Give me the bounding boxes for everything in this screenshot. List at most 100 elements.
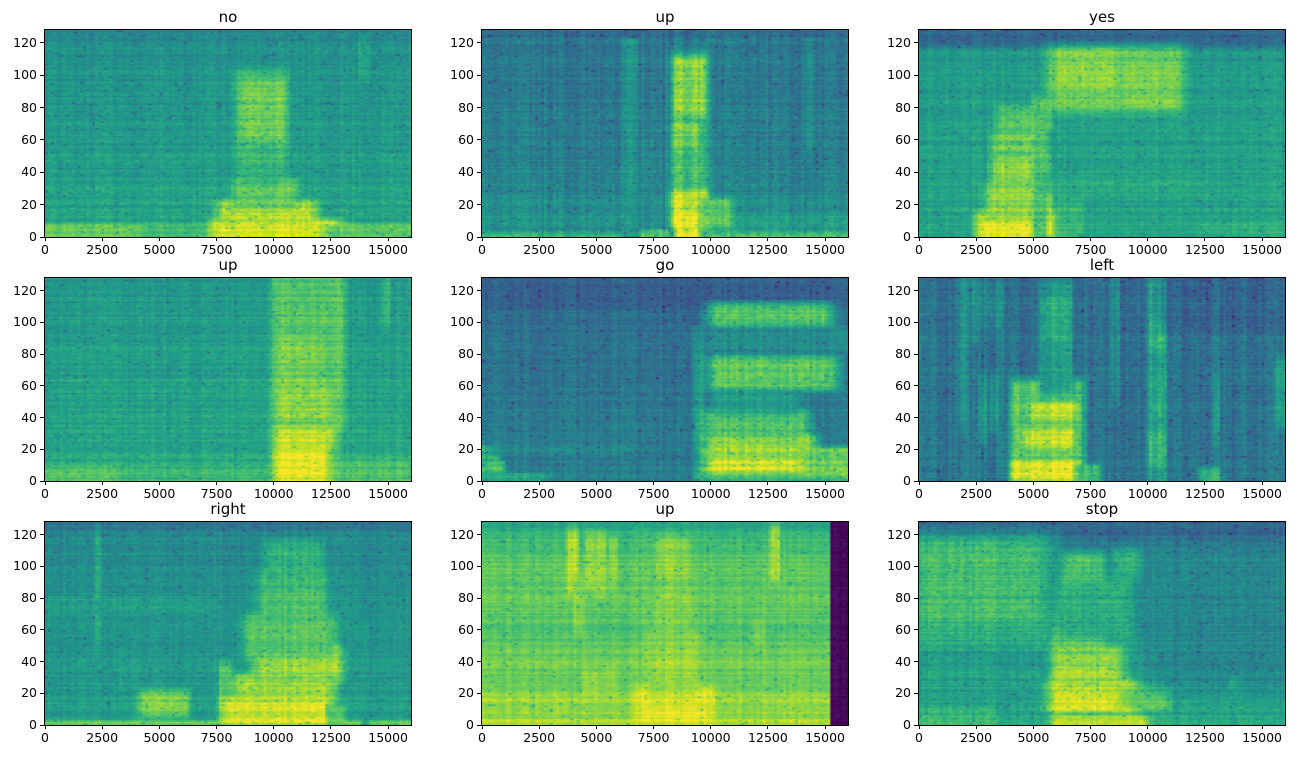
x-tick-mark	[216, 481, 218, 485]
y-tick-mark	[477, 321, 481, 323]
y-tick-label: 100	[450, 67, 474, 83]
y-tick-mark	[914, 236, 918, 238]
x-tick-label: 5000	[143, 242, 176, 257]
y-tick-mark	[914, 204, 918, 206]
y-tick-label: 0	[903, 717, 911, 732]
y-tick-label: 100	[887, 558, 911, 574]
x-tick-mark	[158, 237, 160, 241]
y-tick-label: 120	[450, 34, 474, 50]
x-tick-mark	[538, 237, 540, 241]
x-tick-mark	[273, 725, 275, 729]
y-tick-label: 60	[895, 621, 911, 637]
subplot-stop-8: stop 0 2500 5000 7500 10000 12500 15000 0 20 40 60 8…	[887, 501, 1286, 745]
x-tick-label: 5000	[580, 242, 613, 257]
y-tick-label: 120	[450, 526, 474, 542]
x-tick-mark	[975, 725, 977, 729]
x-tick-mark	[101, 725, 103, 729]
y-tick-mark	[40, 204, 44, 206]
x-tick-mark	[273, 237, 275, 241]
y-tick-label: 20	[458, 196, 474, 212]
y-tick-label: 80	[895, 99, 911, 115]
y-tick-label: 80	[895, 346, 911, 362]
subplot-up-1: up 0 2500 5000 7500 10000 12500 15000 0 20 40 60 80 1…	[450, 9, 849, 257]
y-tick-mark	[40, 353, 44, 355]
x-tick-label: 10000	[690, 486, 731, 501]
x-tick-label: 7500	[1074, 486, 1107, 501]
y-tick-mark	[477, 385, 481, 387]
x-tick-label: 15000	[368, 486, 409, 501]
y-tick-mark	[40, 597, 44, 599]
y-tick-label: 120	[887, 282, 911, 298]
y-tick-label: 60	[21, 131, 37, 147]
x-tick-mark	[595, 725, 597, 729]
x-tick-mark	[387, 481, 389, 485]
y-tick-mark	[40, 74, 44, 76]
y-tick-mark	[477, 74, 481, 76]
y-tick-mark	[40, 448, 44, 450]
spectrogram-heatmap-left	[918, 277, 1286, 482]
y-tick-mark	[914, 629, 918, 631]
y-tick-label: 0	[29, 473, 37, 488]
x-tick-label: 5000	[580, 730, 613, 745]
x-tick-label: 0	[478, 730, 486, 745]
x-tick-label: 12500	[748, 730, 788, 745]
x-tick-mark	[1032, 481, 1034, 485]
x-tick-mark	[1147, 725, 1149, 729]
y-tick-mark	[477, 171, 481, 173]
x-tick-mark	[158, 481, 160, 485]
y-tick-label: 80	[895, 590, 911, 606]
y-tick-label: 100	[13, 67, 37, 83]
y-tick-label: 80	[21, 346, 37, 362]
subplot-yes-2: yes 0 2500 5000 7500 10000 12500 15000 0 20 40 60 80…	[887, 9, 1286, 257]
y-tick-label: 0	[29, 717, 37, 732]
x-tick-label: 2500	[86, 486, 119, 501]
y-tick-mark	[477, 480, 481, 482]
x-tick-mark	[1261, 725, 1263, 729]
x-tick-mark	[595, 237, 597, 241]
x-tick-label: 2500	[523, 486, 556, 501]
subplot-title: up	[655, 8, 675, 26]
x-tick-mark	[273, 481, 275, 485]
y-tick-label: 0	[29, 229, 37, 244]
x-tick-label: 7500	[637, 730, 670, 745]
x-tick-label: 10000	[253, 730, 294, 745]
x-tick-label: 5000	[580, 486, 613, 501]
y-tick-mark	[40, 534, 44, 536]
x-tick-mark	[44, 237, 46, 241]
y-tick-mark	[40, 385, 44, 387]
y-tick-label: 120	[13, 282, 37, 298]
y-tick-mark	[914, 480, 918, 482]
y-tick-mark	[40, 321, 44, 323]
x-tick-label: 10000	[690, 730, 731, 745]
y-tick-mark	[477, 107, 481, 109]
y-tick-label: 60	[895, 377, 911, 393]
x-tick-mark	[1032, 237, 1034, 241]
x-tick-label: 0	[915, 242, 923, 257]
y-tick-mark	[477, 448, 481, 450]
subplot-go-4: go 0 2500 5000 7500 10000 12500 15000 0 20 40 60 80 1…	[450, 257, 849, 501]
x-tick-mark	[1032, 725, 1034, 729]
x-tick-label: 0	[478, 242, 486, 257]
x-tick-label: 7500	[637, 242, 670, 257]
y-tick-label: 80	[458, 346, 474, 362]
y-tick-mark	[914, 139, 918, 141]
y-tick-mark	[477, 661, 481, 663]
spectrogram-heatmap-yes	[918, 29, 1286, 238]
y-tick-mark	[914, 692, 918, 694]
x-tick-mark	[538, 481, 540, 485]
y-tick-mark	[477, 204, 481, 206]
x-tick-label: 0	[915, 730, 923, 745]
y-tick-label: 20	[21, 441, 37, 457]
y-tick-label: 100	[887, 314, 911, 330]
x-tick-mark	[710, 481, 712, 485]
spectrogram-heatmap-up	[481, 521, 849, 726]
y-tick-mark	[40, 480, 44, 482]
y-tick-mark	[914, 534, 918, 536]
x-tick-mark	[767, 725, 769, 729]
x-tick-mark	[1147, 481, 1149, 485]
x-tick-label: 12500	[748, 486, 788, 501]
x-tick-mark	[710, 237, 712, 241]
x-tick-mark	[824, 237, 826, 241]
y-tick-mark	[914, 42, 918, 44]
y-tick-label: 0	[903, 473, 911, 488]
